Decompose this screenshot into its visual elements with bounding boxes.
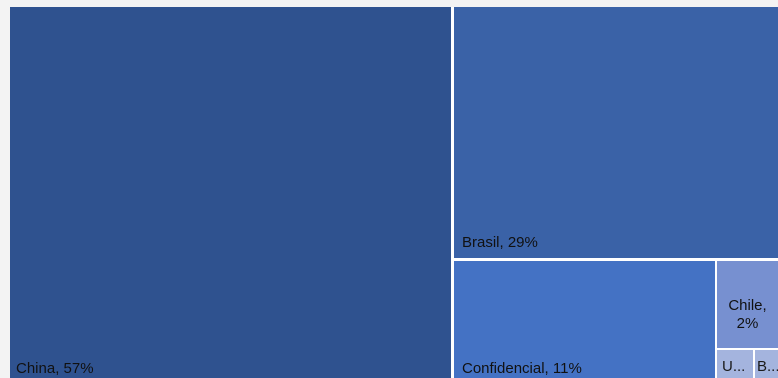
tile-chile: Chile, 2% (717, 261, 778, 348)
tile-label-b: B... (757, 358, 778, 375)
tile-u: U... (717, 350, 753, 378)
treemap-chart: China, 57% Brasil, 29% Confidencial, 11%… (10, 7, 778, 378)
tile-brasil: Brasil, 29% (454, 7, 778, 258)
tile-b: B... (755, 350, 778, 378)
tile-label-confidencial: Confidencial, 11% (462, 360, 582, 377)
tile-china: China, 57% (10, 7, 451, 378)
tile-label-china: China, 57% (16, 360, 94, 377)
tile-label-u: U... (722, 358, 746, 375)
tile-confidencial: Confidencial, 11% (454, 261, 715, 378)
tile-label-brasil: Brasil, 29% (462, 234, 538, 251)
tile-label-chile: Chile, 2% (728, 297, 767, 332)
